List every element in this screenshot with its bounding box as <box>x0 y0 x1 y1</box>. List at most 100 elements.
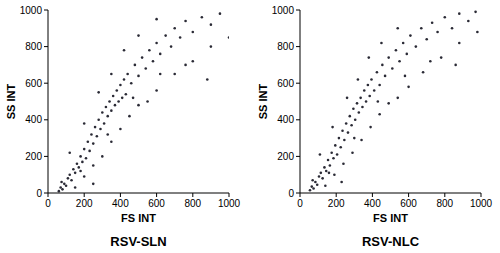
x-tick <box>48 193 49 197</box>
point <box>126 73 129 76</box>
point <box>159 53 162 56</box>
point <box>76 162 79 165</box>
x-tick <box>336 193 337 197</box>
point <box>422 71 425 74</box>
point <box>458 42 461 45</box>
point <box>106 133 109 136</box>
point <box>377 100 380 103</box>
point <box>206 78 209 81</box>
x-tick <box>444 193 445 197</box>
point <box>173 73 176 76</box>
point <box>170 45 173 48</box>
scatter-panel: 0200400600800100002004006008001000SS INT… <box>5 5 241 250</box>
point <box>309 189 312 192</box>
figure: 0200400600800100002004006008001000SS INT… <box>0 0 500 253</box>
point <box>361 106 364 109</box>
point <box>467 20 470 23</box>
y-tick <box>296 156 300 157</box>
point <box>373 89 376 92</box>
point <box>192 60 195 63</box>
points <box>309 11 479 192</box>
point <box>353 137 356 140</box>
y-tick <box>44 10 48 11</box>
title: RSV-SLN <box>110 234 166 249</box>
point <box>101 155 104 158</box>
x-axis-label: FS INT <box>373 212 408 224</box>
point <box>339 146 342 149</box>
point <box>407 86 410 89</box>
point <box>97 91 100 94</box>
point <box>125 93 128 96</box>
point <box>340 181 343 184</box>
x-tick <box>156 193 157 197</box>
y-tick <box>44 83 48 84</box>
point <box>184 64 187 67</box>
x-tick <box>372 193 373 197</box>
point <box>343 139 346 142</box>
point <box>83 122 86 125</box>
y-tick-label: 0 <box>288 188 294 199</box>
point <box>351 151 354 154</box>
point <box>83 175 86 178</box>
point <box>121 97 124 100</box>
point <box>365 100 368 103</box>
point <box>319 153 322 156</box>
point <box>210 23 213 26</box>
point <box>79 155 82 158</box>
point <box>88 150 91 153</box>
point <box>357 78 360 81</box>
x-axis <box>48 193 229 194</box>
point <box>333 173 336 176</box>
point <box>330 151 333 154</box>
y-tick-label: 400 <box>277 114 294 125</box>
point <box>346 97 349 100</box>
point <box>115 89 118 92</box>
point <box>128 115 131 118</box>
y-tick <box>296 46 300 47</box>
x-tick <box>408 193 409 197</box>
point <box>123 78 126 81</box>
point <box>341 129 344 132</box>
point <box>110 73 113 76</box>
y-axis-label: SS INT <box>5 83 17 119</box>
point <box>376 71 379 74</box>
point <box>144 67 147 70</box>
point <box>92 142 95 145</box>
point <box>65 184 68 187</box>
y-tick-label: 1000 <box>272 5 295 16</box>
point <box>347 131 350 134</box>
point <box>348 115 351 118</box>
point <box>425 38 428 41</box>
point <box>451 27 454 30</box>
point <box>331 126 334 129</box>
point <box>429 60 432 63</box>
point <box>70 179 73 182</box>
point <box>324 184 327 187</box>
point <box>184 20 187 23</box>
point <box>228 36 229 39</box>
point <box>132 97 135 100</box>
point <box>345 122 348 125</box>
point <box>440 56 443 59</box>
point <box>380 42 383 45</box>
x-axis-label: FS INT <box>121 212 156 224</box>
point <box>370 78 373 81</box>
point <box>79 170 82 173</box>
point <box>112 95 115 98</box>
point <box>210 45 213 48</box>
x-tick <box>120 193 121 197</box>
point <box>61 188 64 191</box>
point <box>72 168 75 171</box>
point <box>320 172 323 175</box>
x-tick-label: 1000 <box>218 198 241 209</box>
y-tick-label: 600 <box>277 78 294 89</box>
y-tick <box>44 46 48 47</box>
point <box>179 36 182 39</box>
y-axis-label: SS INT <box>257 83 269 119</box>
point <box>378 113 381 116</box>
x-tick-label: 200 <box>76 198 93 209</box>
point <box>387 56 390 59</box>
point <box>384 75 387 78</box>
point <box>159 73 162 76</box>
point <box>327 159 330 162</box>
